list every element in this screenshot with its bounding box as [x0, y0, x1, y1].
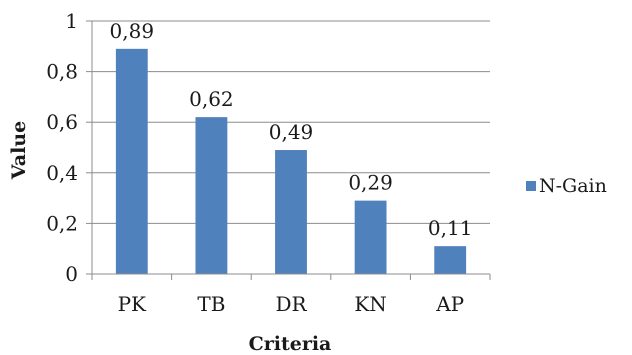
x-tick-label-kn: KN	[354, 292, 386, 316]
legend-label-n-gain: N-Gain	[539, 175, 607, 197]
data-label-dr: 0,49	[269, 120, 314, 144]
x-tick-label-pk: PK	[118, 292, 147, 316]
bar-dr	[275, 150, 307, 274]
bar-kn	[354, 200, 387, 274]
bar-tb	[195, 117, 228, 274]
data-label-ap: 0,11	[428, 216, 473, 240]
data-label-pk: 0,89	[110, 19, 155, 43]
legend-swatch-n-gain	[526, 181, 536, 191]
y-tick-label: 1	[65, 9, 78, 33]
y-tick-label: 0	[65, 262, 78, 286]
y-tick-label: 0,8	[46, 60, 78, 84]
y-axis: 0 0,2 0,4 0,6 0,8 1	[46, 9, 93, 286]
bar-ap	[434, 246, 467, 274]
x-tick-label-tb: TB	[197, 292, 225, 316]
y-tick-label: 0,6	[46, 110, 78, 134]
y-tick-label: 0,2	[46, 211, 78, 235]
data-label-tb: 0,62	[189, 87, 234, 111]
data-label-kn: 0,29	[348, 171, 393, 195]
x-tick-label-ap: AP	[435, 292, 464, 316]
x-axis-title: Criteria	[249, 333, 332, 355]
x-axis: PK TB DR KN AP	[91, 273, 491, 316]
x-tick-label-dr: DR	[275, 292, 307, 316]
data-labels: 0,89 0,62 0,49 0,29 0,11	[110, 19, 473, 240]
bar-pk	[115, 48, 148, 274]
y-tick-label: 0,4	[46, 161, 78, 185]
bars	[115, 48, 467, 274]
y-axis-title: Value	[8, 121, 30, 180]
legend: N-Gain	[526, 175, 607, 197]
